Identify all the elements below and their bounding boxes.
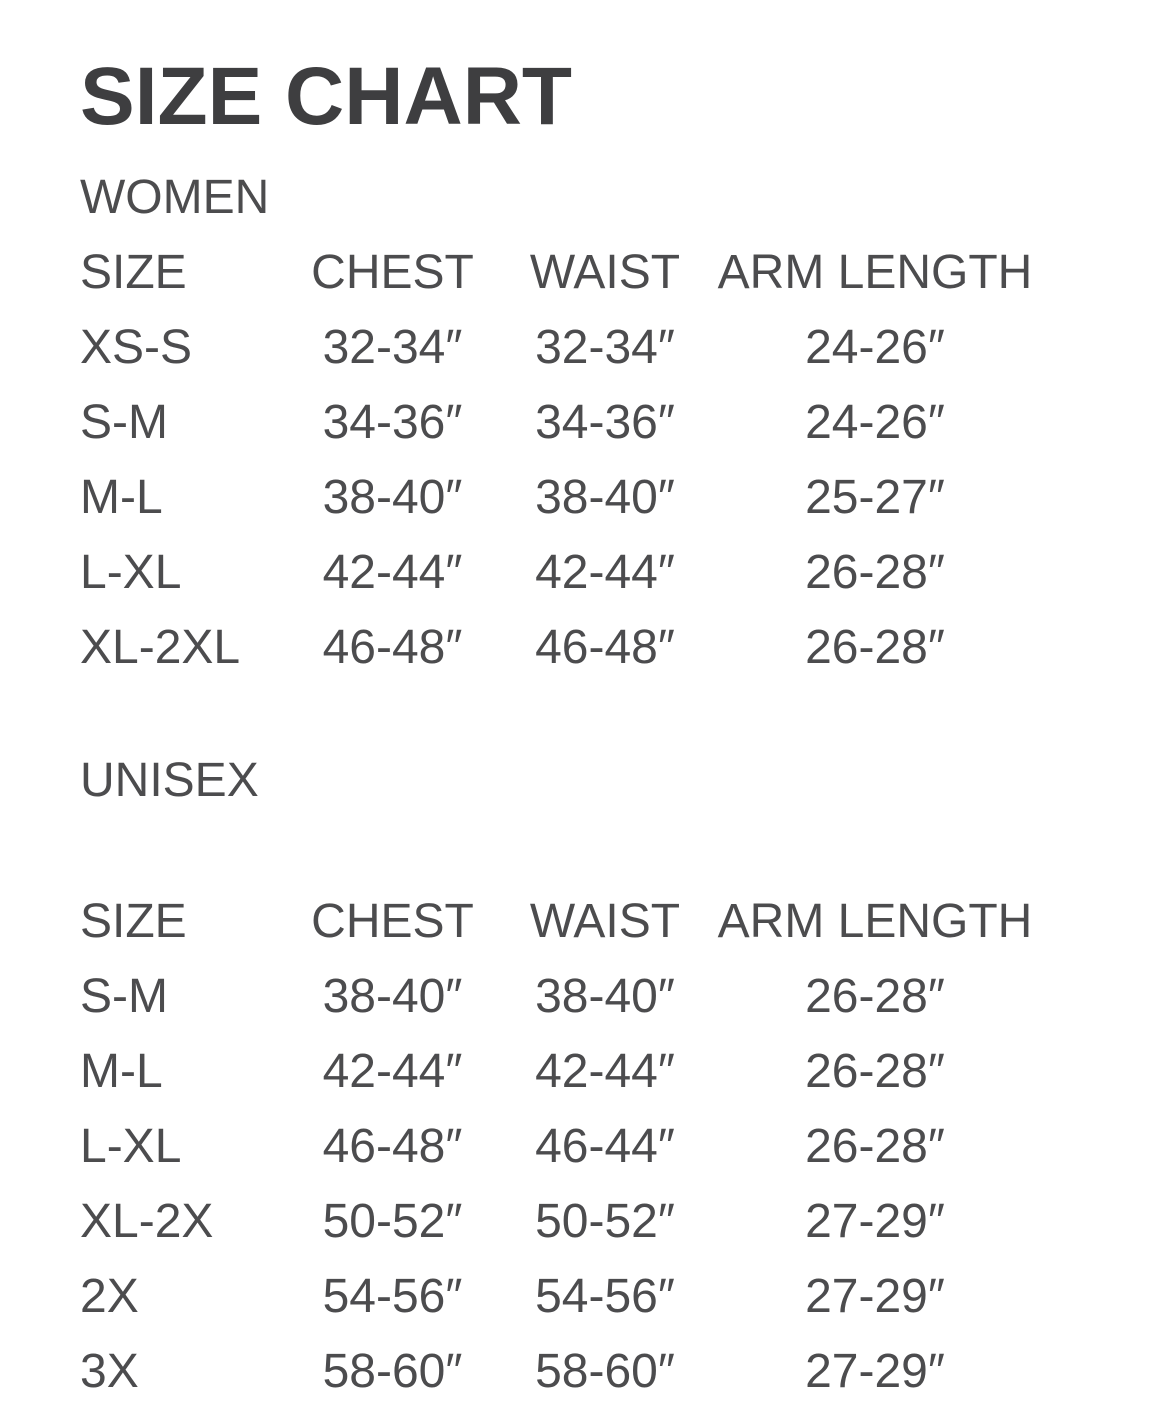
women-column-header-size: SIZE — [80, 246, 187, 299]
table-row: S-M 34-36″ 34-36″ 24-26″ — [80, 385, 1050, 460]
table-cell: 46-48″ — [535, 621, 675, 674]
table-cell: 32-34″ — [535, 321, 675, 374]
table-cell: 25-27″ — [805, 471, 945, 524]
women-column-header-waist: WAIST — [529, 246, 681, 299]
women-table-body: XS-S 32-34″ 32-34″ 24-26″ S-M 34-36″ 34-36″ 24-… — [80, 310, 1050, 685]
table-cell: XL-2XL — [80, 621, 241, 674]
table-cell: 54-56″ — [322, 1270, 463, 1323]
table-cell: S-M — [80, 396, 168, 449]
unisex-column-header-waist: WAIST — [529, 895, 681, 948]
table-cell: M-L — [80, 471, 163, 524]
table-cell: S-M — [80, 970, 168, 1023]
table-row: S-M 38-40″ 38-40″ 26-28″ — [80, 959, 1050, 1034]
table-cell: 42-44″ — [322, 1045, 463, 1098]
table-cell: 26-28″ — [805, 1045, 945, 1098]
table-cell: 26-28″ — [805, 970, 945, 1023]
table-cell: L-XL — [80, 1120, 182, 1173]
table-cell: 2X — [80, 1270, 139, 1323]
table-cell: 26-28″ — [805, 546, 945, 599]
table-cell: 34-36″ — [322, 396, 463, 449]
table-cell: 34-36″ — [535, 396, 675, 449]
table-row: XS-S 32-34″ 32-34″ 24-26″ — [80, 310, 1050, 385]
unisex-column-header-size: SIZE — [80, 895, 187, 948]
table-cell: 27-29″ — [805, 1270, 945, 1323]
table-cell: 42-44″ — [535, 546, 675, 599]
table-cell: 46-48″ — [322, 621, 463, 674]
table-cell: 42-44″ — [322, 546, 463, 599]
table-row: 3X 58-60″ 58-60″ 27-29″ — [80, 1334, 1050, 1409]
table-cell: 54-56″ — [535, 1270, 675, 1323]
table-cell: 38-40″ — [322, 471, 463, 524]
table-cell: XL-2X — [80, 1195, 214, 1248]
table-cell: 27-29″ — [805, 1195, 945, 1248]
table-cell: 26-28″ — [805, 1120, 945, 1173]
unisex-section-heading: UNISEX — [80, 754, 259, 807]
table-cell: 3X — [80, 1345, 139, 1398]
table-cell: 24-26″ — [805, 321, 945, 374]
table-cell: 46-44″ — [535, 1120, 675, 1173]
table-row: M-L 38-40″ 38-40″ 25-27″ — [80, 460, 1050, 535]
unisex-table-body: S-M 38-40″ 38-40″ 26-28″ M-L 42-44″ 42-44″ 26-2… — [80, 959, 1050, 1409]
table-cell: 58-60″ — [322, 1345, 463, 1398]
table-cell: 24-26″ — [805, 396, 945, 449]
unisex-size-table: SIZE CHEST WAIST ARM LENGTH S-M 38-40″ 38-… — [80, 884, 1050, 1409]
table-cell: 50-52″ — [535, 1195, 675, 1248]
table-row: L-XL 42-44″ 42-44″ 26-28″ — [80, 535, 1050, 610]
table-row: M-L 42-44″ 42-44″ 26-28″ — [80, 1034, 1050, 1109]
table-row: L-XL 46-48″ 46-44″ 26-28″ — [80, 1109, 1050, 1184]
women-table-header-row: SIZE CHEST WAIST ARM LENGTH — [80, 235, 1050, 310]
table-cell: 38-40″ — [535, 970, 675, 1023]
unisex-table-header-row: SIZE CHEST WAIST ARM LENGTH — [80, 884, 1050, 959]
page-title: SIZE CHART — [80, 51, 572, 142]
table-cell: M-L — [80, 1045, 163, 1098]
table-cell: 42-44″ — [535, 1045, 675, 1098]
table-cell: 58-60″ — [535, 1345, 675, 1398]
table-cell: 38-40″ — [322, 970, 463, 1023]
unisex-column-header-arm-length: ARM LENGTH — [717, 895, 1033, 948]
table-cell: 50-52″ — [322, 1195, 463, 1248]
table-row: XL-2XL 46-48″ 46-48″ 26-28″ — [80, 610, 1050, 685]
table-row: 2X 54-56″ 54-56″ 27-29″ — [80, 1259, 1050, 1334]
women-section-heading: WOMEN — [80, 171, 270, 224]
section-unisex: UNISEX SIZE CHEST WAIST ARM LENGTH S-M 38… — [80, 743, 1119, 1409]
section-women: WOMEN SIZE CHEST WAIST ARM LENGTH XS-S 32… — [80, 160, 1119, 685]
table-row: XL-2X 50-52″ 50-52″ 27-29″ — [80, 1184, 1050, 1259]
table-cell: XS-S — [80, 321, 193, 374]
table-cell: 27-29″ — [805, 1345, 945, 1398]
table-cell: L-XL — [80, 546, 182, 599]
table-cell: 46-48″ — [322, 1120, 463, 1173]
women-column-header-arm-length: ARM LENGTH — [717, 246, 1033, 299]
women-column-header-chest: CHEST — [311, 246, 474, 299]
table-cell: 26-28″ — [805, 621, 945, 674]
unisex-column-header-chest: CHEST — [311, 895, 474, 948]
table-cell: 32-34″ — [322, 321, 463, 374]
table-cell: 38-40″ — [535, 471, 675, 524]
women-size-table: SIZE CHEST WAIST ARM LENGTH XS-S 32-34″ 32… — [80, 235, 1050, 685]
